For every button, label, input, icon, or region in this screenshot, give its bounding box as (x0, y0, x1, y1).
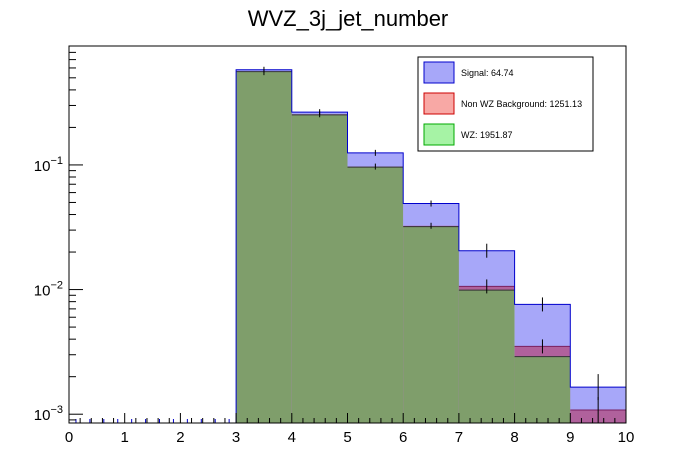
legend-label: Non WZ Background: 1251.13 (461, 99, 582, 109)
y-axis: 10−1 10−2 10−3 (34, 45, 83, 424)
x-tick-label: 1 (121, 429, 129, 446)
legend-swatch (423, 123, 455, 146)
x-tick-label: 7 (455, 429, 463, 446)
x-tick-label: 0 (65, 429, 73, 446)
legend-swatch (423, 61, 455, 84)
x-tick-label: 2 (176, 429, 184, 446)
error-bars (75, 66, 599, 424)
wz-bar (291, 114, 348, 424)
y-tick-label: 10−3 (34, 404, 63, 424)
y-tick-label: 10−1 (34, 155, 63, 175)
x-tick-label: 6 (399, 429, 407, 446)
x-tick-label: 10 (618, 429, 635, 446)
wz-bar (347, 167, 404, 423)
legend: Signal: 64.74 Non WZ Background: 1251.13 W… (417, 56, 594, 152)
x-tick-label: 9 (566, 429, 574, 446)
x-tick-label: 5 (343, 429, 351, 446)
y-tick-label: 10−2 (34, 280, 63, 300)
legend-label: WZ: 1951.87 (461, 130, 513, 140)
wz-bar (458, 290, 515, 423)
wz-bar (403, 226, 459, 423)
x-tick-label: 3 (232, 429, 240, 446)
histogram-bars (235, 69, 627, 424)
chart-title: WVZ_3j_jet_number (248, 6, 449, 31)
x-tick-label: 8 (510, 429, 518, 446)
legend-label: Signal: 64.74 (461, 68, 514, 78)
x-tick-label: 4 (288, 429, 296, 446)
wz-bar (236, 71, 292, 424)
wz-bar (514, 356, 571, 423)
x-axis: 0 1 2 3 4 5 6 7 8 9 10 (65, 413, 635, 446)
legend-swatch (423, 92, 455, 115)
